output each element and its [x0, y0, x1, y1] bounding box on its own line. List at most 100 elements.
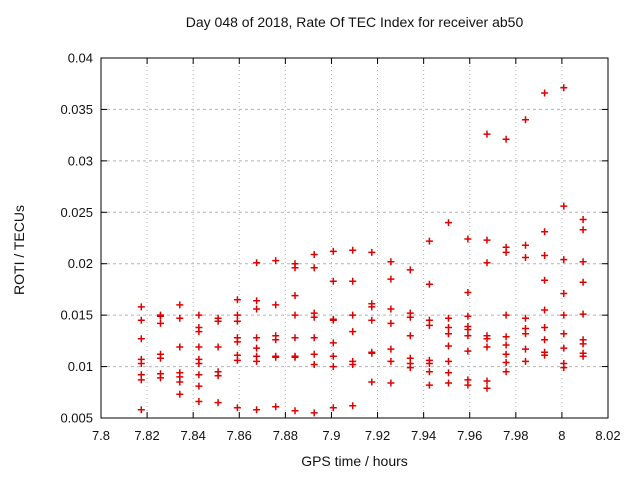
data-point-marker: [445, 357, 452, 365]
data-point-marker: [406, 266, 414, 274]
data-point-marker: [483, 384, 491, 392]
data-point-marker: [253, 357, 261, 365]
data-point-marker: [560, 256, 568, 264]
data-point-marker: [291, 334, 299, 342]
data-point-marker: [425, 360, 433, 367]
data-point-marker: [502, 333, 510, 341]
data-point-marker: [445, 324, 452, 331]
data-point-marker: [291, 407, 299, 415]
x-tick-label: 7.96: [457, 428, 482, 443]
data-point-marker: [445, 369, 452, 377]
data-point-marker: [502, 311, 510, 319]
data-point-marker: [560, 202, 568, 210]
data-point-marker: [137, 316, 145, 324]
data-point-marker: [176, 343, 184, 351]
data-point-marker: [560, 311, 568, 319]
x-tick-label: 8.02: [595, 428, 620, 443]
data-point-marker: [541, 228, 549, 236]
data-point-marker: [387, 357, 395, 365]
y-tick-label: 0.04: [68, 51, 93, 66]
data-point-marker: [368, 349, 376, 357]
data-point-marker: [522, 116, 529, 124]
data-point-marker: [445, 219, 452, 227]
data-point-marker: [310, 313, 318, 321]
chart-title: Day 048 of 2018, Rate Of TEC Index for r…: [185, 14, 524, 30]
data-point-marker: [541, 351, 549, 359]
data-point-marker: [579, 216, 587, 223]
data-point-marker: [522, 241, 529, 249]
data-point-marker: [233, 296, 241, 304]
data-point-marker: [579, 278, 587, 286]
data-point-marker: [483, 236, 491, 244]
data-point-marker: [176, 301, 184, 309]
data-point-marker: [502, 248, 510, 256]
data-point-marker: [329, 404, 337, 412]
data-point-marker: [233, 356, 241, 364]
data-point-marker: [157, 374, 164, 382]
data-point-marker: [502, 135, 510, 143]
data-point-marker: [522, 345, 529, 353]
x-axis-label: GPS time / hours: [301, 453, 408, 469]
data-point-marker: [368, 303, 376, 311]
y-tick-label: 0.025: [60, 205, 93, 220]
data-point-marker: [502, 359, 510, 366]
data-point-marker: [349, 402, 357, 410]
data-point-marker: [483, 377, 491, 385]
data-point-marker: [310, 350, 318, 358]
data-point-marker: [214, 399, 222, 407]
data-point-marker: [406, 332, 414, 340]
data-point-marker: [214, 343, 222, 351]
data-point-marker: [579, 258, 587, 266]
data-point-marker: [176, 390, 184, 398]
data-point-marker: [310, 251, 318, 258]
x-tick-label: 7.82: [134, 428, 159, 443]
data-point-marker: [445, 379, 452, 387]
data-point-marker: [522, 254, 529, 261]
y-tick-label: 0.01: [68, 359, 93, 374]
data-point-marker: [253, 406, 261, 414]
data-point-marker: [233, 338, 241, 346]
data-point-marker: [176, 314, 184, 322]
data-point-marker: [483, 259, 491, 267]
data-point-marker: [195, 311, 203, 319]
data-point-marker: [406, 364, 414, 372]
data-point-marker: [195, 360, 203, 367]
data-point-marker: [483, 343, 491, 351]
data-point-marker: [464, 289, 472, 296]
data-point-marker: [541, 89, 549, 97]
data-point-marker: [272, 403, 280, 411]
data-point-marker: [502, 368, 510, 376]
data-point-marker: [541, 306, 549, 314]
data-point-marker: [445, 314, 452, 322]
data-point-marker: [483, 335, 491, 343]
x-tick-label: 7.8: [92, 428, 110, 443]
data-point-marker: [579, 352, 587, 360]
data-point-marker: [464, 312, 472, 320]
data-point-marker: [387, 275, 395, 283]
data-point-marker: [272, 336, 280, 344]
data-point-marker: [137, 303, 145, 311]
plot-frame: [100, 57, 609, 419]
data-point-marker: [387, 258, 395, 266]
data-point-marker: [137, 406, 145, 414]
data-point-marker: [368, 316, 376, 324]
data-point-marker: [137, 376, 145, 384]
x-tick-label: 7.98: [503, 428, 528, 443]
data-point-marker: [272, 353, 280, 361]
data-point-marker: [291, 353, 299, 361]
data-point-marker: [349, 328, 357, 336]
data-point-marker: [464, 235, 472, 243]
data-point-marker: [272, 257, 280, 265]
data-point-marker: [522, 357, 529, 365]
x-tick-label: 7.86: [227, 428, 252, 443]
data-point-marker: [349, 246, 357, 254]
data-point-marker: [445, 330, 452, 338]
y-tick-label: 0.02: [68, 256, 93, 271]
data-point-marker: [502, 341, 510, 349]
data-point-marker: [329, 277, 337, 285]
data-point-marker: [233, 404, 241, 412]
data-point-marker: [464, 381, 472, 389]
data-point-marker: [291, 292, 299, 300]
data-point-marker: [329, 339, 337, 347]
